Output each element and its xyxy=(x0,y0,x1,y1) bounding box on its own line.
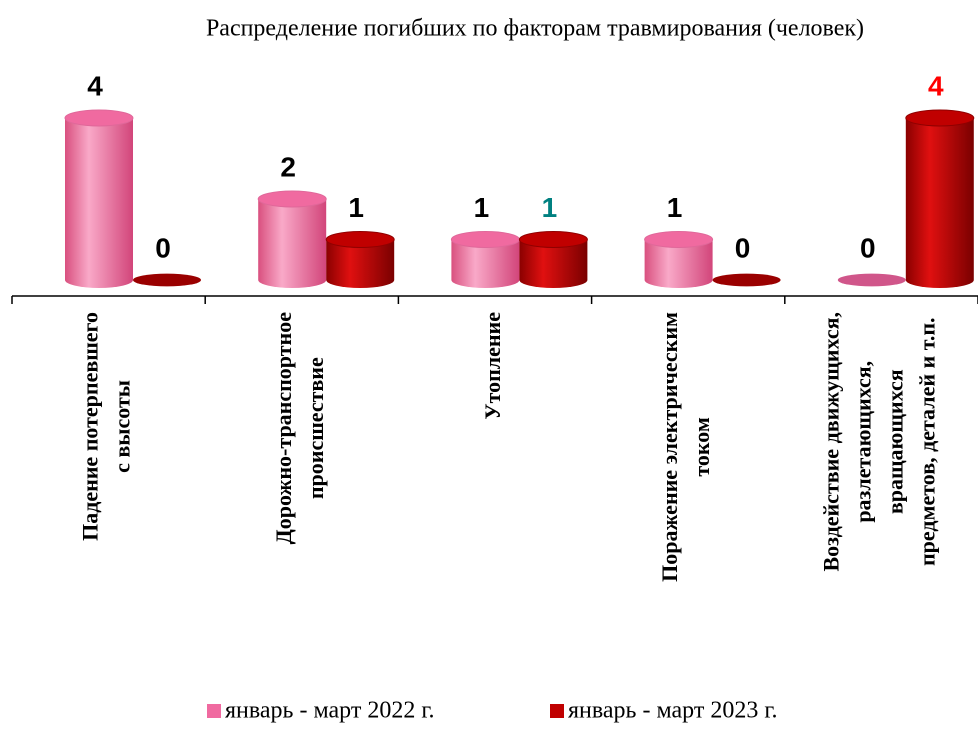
cylinder xyxy=(905,109,975,288)
value-label: 0 xyxy=(735,232,751,263)
cylinder xyxy=(257,190,327,288)
cylinder-top xyxy=(450,231,520,248)
legend-label: январь - март 2022 г. xyxy=(225,698,434,724)
cylinder-top xyxy=(905,109,975,127)
cylinder-top xyxy=(644,231,714,248)
value-label: 1 xyxy=(542,192,558,223)
cylinder xyxy=(712,273,781,287)
value-label: 4 xyxy=(928,70,944,101)
cylinder xyxy=(837,273,906,287)
cylinder-top xyxy=(257,190,327,208)
cylinder xyxy=(644,231,714,288)
cylinder-body xyxy=(519,239,588,288)
cylinder-body xyxy=(644,239,713,288)
legend-label: январь - март 2023 г. xyxy=(568,698,777,724)
chart-title: Распределение погибших по факторам травм… xyxy=(206,16,864,42)
x-tick-label: Воздействие движущихся, разлетающихся, вра… xyxy=(818,312,939,572)
cylinder xyxy=(450,231,520,288)
legend-swatch xyxy=(550,704,564,718)
cylinder-top xyxy=(133,273,201,287)
x-tick-label: Дорожно-транспортное происшествие xyxy=(271,312,328,545)
cylinder-body xyxy=(451,239,520,288)
legend-swatch xyxy=(207,704,221,718)
value-label: 1 xyxy=(348,192,364,223)
x-tick-label: Поражение электрическим током xyxy=(657,312,714,582)
cylinder-top xyxy=(325,231,395,248)
cylinder-body xyxy=(65,118,133,288)
cylinder-top xyxy=(712,273,781,287)
cylinder xyxy=(325,231,395,288)
cylinder-top xyxy=(518,231,588,248)
cylinder xyxy=(64,109,134,288)
value-label: 0 xyxy=(155,232,171,263)
value-label: 4 xyxy=(87,70,103,101)
cylinder-top xyxy=(837,273,906,287)
cylinder-body xyxy=(258,199,327,288)
value-label: 1 xyxy=(474,192,490,223)
value-label: 2 xyxy=(280,151,296,182)
cylinder xyxy=(133,273,201,287)
value-label: 0 xyxy=(860,232,876,263)
cylinder xyxy=(518,231,588,288)
x-tick-label: Падение потерпевшего с высоты xyxy=(78,312,135,541)
cylinder-body xyxy=(326,239,395,288)
cylinder-top xyxy=(64,109,134,127)
value-label: 1 xyxy=(667,192,683,223)
cylinder-body xyxy=(905,118,974,288)
x-tick-label: Утопление xyxy=(480,312,505,420)
